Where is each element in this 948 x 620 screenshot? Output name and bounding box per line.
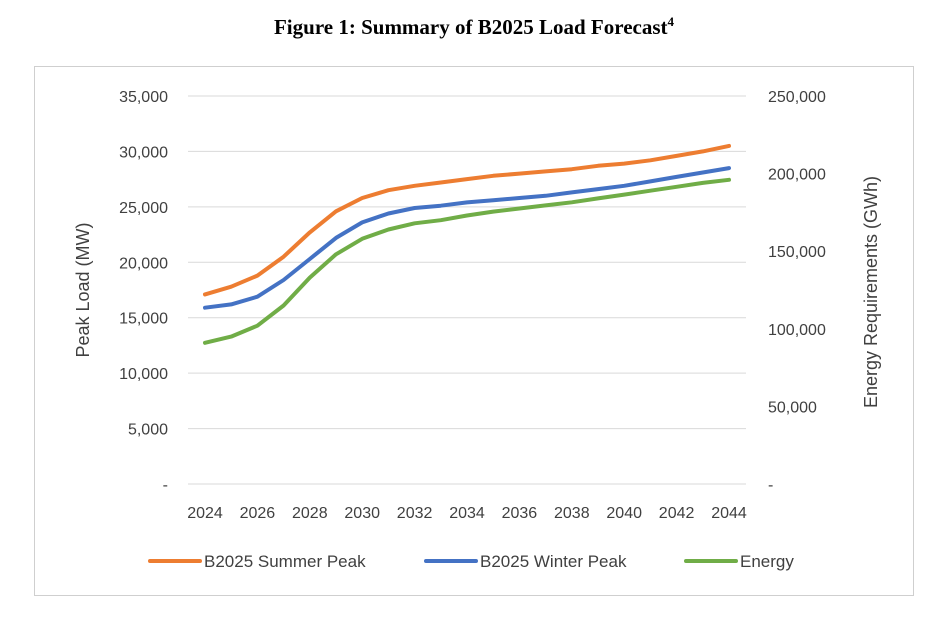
y-tick-label: 10,000 — [119, 366, 168, 383]
y2-tick-label: 100,000 — [768, 322, 826, 339]
x-tick-label: 2028 — [292, 505, 328, 522]
y2-tick-label: - — [768, 477, 773, 494]
x-tick-label: 2030 — [344, 505, 380, 522]
y2-tick-label: 200,000 — [768, 167, 826, 184]
series-line-energy — [203, 177, 731, 345]
legend-label: B2025 Winter Peak — [480, 552, 627, 571]
x-tick-label: 2036 — [502, 505, 538, 522]
y2-axis-title: Energy Requirements (GWh) — [861, 176, 881, 408]
legend: B2025 Summer Peak B2025 Winter Peak Energy — [148, 552, 794, 571]
y-axis-title: Peak Load (MW) — [73, 222, 93, 357]
y-tick-label: 15,000 — [119, 311, 168, 328]
x-tick-label: 2044 — [711, 505, 747, 522]
y-tick-label: 5,000 — [128, 422, 168, 439]
y2-tick-label: 250,000 — [768, 89, 826, 106]
figure-title: Figure 1: Summary of B2025 Load Forecast… — [0, 14, 948, 40]
right-axis-ticks: - 50,000 100,000 150,000 200,000 250,000 — [768, 89, 826, 494]
series-lines — [203, 143, 731, 345]
footnote-marker: 4 — [667, 14, 675, 29]
x-tick-label: 2024 — [187, 505, 223, 522]
gridlines — [188, 95, 746, 485]
y-tick-label: 30,000 — [119, 144, 168, 161]
left-axis-ticks: - 5,000 10,000 15,000 20,000 25,000 30,000 35,0… — [119, 89, 168, 494]
y-tick-label: 35,000 — [119, 89, 168, 106]
legend-label: B2025 Summer Peak — [204, 552, 366, 571]
series-line-b2025-winter-peak — [203, 166, 731, 310]
x-tick-label: 2026 — [240, 505, 276, 522]
y-tick-label: 25,000 — [119, 200, 168, 217]
x-tick-label: 2038 — [554, 505, 590, 522]
series-line-b2025-summer-peak — [203, 143, 731, 297]
legend-label: Energy — [740, 552, 794, 571]
chart-frame — [34, 66, 914, 596]
figure-title-text: Figure 1: Summary of B2025 Load Forecast — [273, 15, 668, 39]
x-tick-label: 2042 — [659, 505, 695, 522]
x-tick-label: 2034 — [449, 505, 485, 522]
x-axis-ticks: 2024 2026 2028 2030 2032 2034 2036 2038 2040 2042… — [187, 505, 747, 522]
x-tick-label: 2032 — [397, 505, 433, 522]
y2-tick-label: 50,000 — [768, 399, 817, 416]
x-tick-label: 2040 — [606, 505, 642, 522]
y2-tick-label: 150,000 — [768, 244, 826, 261]
y-tick-label: - — [163, 477, 168, 494]
y-tick-label: 20,000 — [119, 255, 168, 272]
